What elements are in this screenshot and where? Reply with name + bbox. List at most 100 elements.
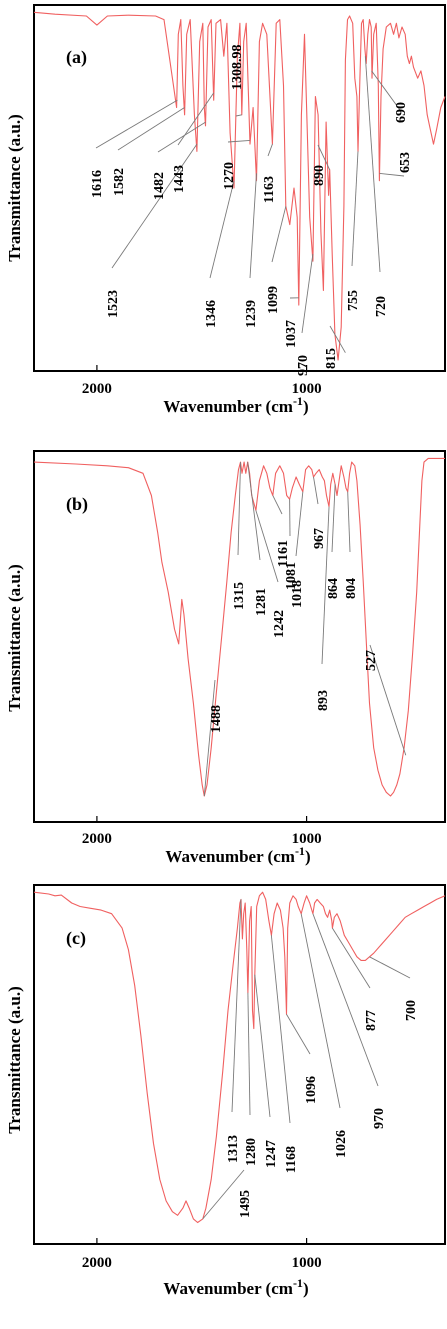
x-axis-label: Wavenumber (cm-1) (163, 1276, 308, 1298)
peak-leader-line (332, 927, 371, 989)
peak-label: 720 (374, 296, 389, 317)
y-axis-label: Transmittance (a.u.) (5, 564, 24, 711)
peak-label: 1081 (284, 562, 299, 590)
peak-leader-line (369, 956, 411, 979)
peak-label: 1018 (290, 580, 305, 608)
peak-label: 1163 (262, 176, 277, 203)
peak-label: 1026 (334, 1130, 349, 1158)
x-axis-label-close: ) (303, 397, 309, 416)
panel-3: 2000 1000 (c) Transmittance (a.u.) Wavenumbe… (5, 884, 446, 1298)
x-axis-label-main: Wavenumber (cm (163, 397, 293, 416)
peak-label: 1280 (244, 1138, 259, 1166)
peak-leader-line (329, 325, 346, 353)
y-axis-label: Transmittance (a.u.) (5, 986, 24, 1133)
peak-label: 804 (344, 578, 359, 599)
peak-leader-line (317, 144, 331, 170)
x-axis-label-close: ) (305, 847, 311, 866)
panel-label: (a) (66, 47, 87, 68)
peak-label: 1247 (264, 1140, 279, 1168)
panel-label: (c) (66, 928, 86, 949)
x-axis-label-close: ) (303, 1279, 309, 1298)
peak-label: 1270 (222, 162, 237, 190)
peak-label: 1582 (112, 168, 127, 196)
peak-label: 1495 (238, 1190, 253, 1218)
x-axis-label-superscript: -1 (295, 844, 305, 858)
peak-leader-line (227, 139, 251, 143)
peak-label: 1281 (254, 588, 269, 616)
peak-label: 1616 (90, 170, 105, 198)
peak-leader-line (117, 107, 185, 151)
x-axis-label-main: Wavenumber (cm (163, 1279, 293, 1298)
peak-leader-line (157, 121, 206, 153)
peak-label: 1037 (284, 320, 299, 348)
peak-leader-line (231, 899, 242, 1113)
peak-leader-line (331, 484, 336, 553)
peak-label: 653 (398, 152, 413, 173)
peak-leader-line (267, 143, 273, 157)
peak-leader-line (351, 151, 359, 267)
panel-2: 2000 1000 (b) Transmittance (a.u.) Wavenumbe… (5, 450, 446, 866)
panel-label: (b) (66, 494, 88, 515)
peak-leader-line (371, 70, 401, 111)
peak-label: 700 (404, 1000, 419, 1021)
x-axis-label-main: Wavenumber (cm (165, 847, 295, 866)
peak-label: 1313 (226, 1135, 241, 1163)
peak-label: 893 (316, 690, 331, 711)
peak-leader-line (272, 495, 283, 515)
peak-label: 1099 (266, 286, 281, 314)
plot-frame (33, 884, 446, 1245)
peak-leader-line (209, 180, 235, 279)
peak-leader-line (95, 99, 178, 149)
peak-leader-line (202, 1169, 245, 1220)
peak-leader-line (300, 913, 341, 1109)
peak-label: 1168 (284, 1146, 299, 1173)
peak-leader-line (111, 143, 198, 269)
peak-label: 527 (364, 650, 379, 671)
x-tick-label: 1000 (292, 381, 322, 397)
x-tick-label: 1000 (292, 1255, 322, 1271)
peak-leader-line (177, 92, 215, 146)
spectrum-line (33, 891, 446, 1224)
x-axis-label-superscript: -1 (293, 394, 303, 408)
peak-label: 1443 (172, 165, 187, 193)
y-axis-label: Transmittance (a.u.) (5, 114, 24, 261)
peak-label: 864 (326, 578, 341, 599)
peak-leader-line (203, 679, 216, 797)
peak-label: 1346 (204, 300, 219, 328)
x-tick-label: 2000 (82, 381, 112, 397)
peak-label: 815 (324, 348, 339, 369)
spectrum-line (33, 457, 445, 797)
peak-leader-line (313, 476, 319, 505)
peak-label: 1315 (232, 582, 247, 610)
peak-leader-line (237, 462, 241, 556)
peak-leader-line (369, 644, 407, 756)
x-axis-label: Wavenumber (cm-1) (163, 394, 308, 416)
x-tick-label: 1000 (292, 831, 322, 847)
peak-label: 755 (346, 290, 361, 311)
peak-leader-line (255, 510, 279, 583)
plot-frame (33, 4, 446, 372)
peak-leader-line (270, 935, 291, 1124)
peak-leader-line (235, 114, 242, 117)
peak-leader-line (321, 506, 330, 665)
peak-label: 690 (394, 102, 409, 123)
peak-leader-line (379, 172, 405, 177)
panel-1: 2000 1000 (a) Transmittance (a.u.) Wavenumbe… (5, 4, 446, 416)
peak-label: 877 (364, 1010, 379, 1031)
peak-leader-line (249, 173, 257, 279)
x-axis-label: Wavenumber (cm-1) (165, 844, 310, 866)
peak-label: 1161 (276, 540, 291, 567)
peak-label: 890 (312, 165, 327, 186)
peak-label: 1308.98 (230, 45, 245, 91)
x-axis-label-superscript: -1 (293, 1276, 303, 1290)
spectrum-line (33, 11, 446, 361)
peak-leader-line (254, 974, 271, 1118)
peak-label: 970 (372, 1108, 387, 1129)
peak-leader-line (301, 253, 314, 334)
peak-leader-line (364, 56, 381, 273)
peak-leader-line (312, 913, 379, 1087)
peak-leader-line (347, 491, 351, 553)
peak-leader-line (271, 206, 287, 263)
peak-leader-line (295, 491, 304, 557)
